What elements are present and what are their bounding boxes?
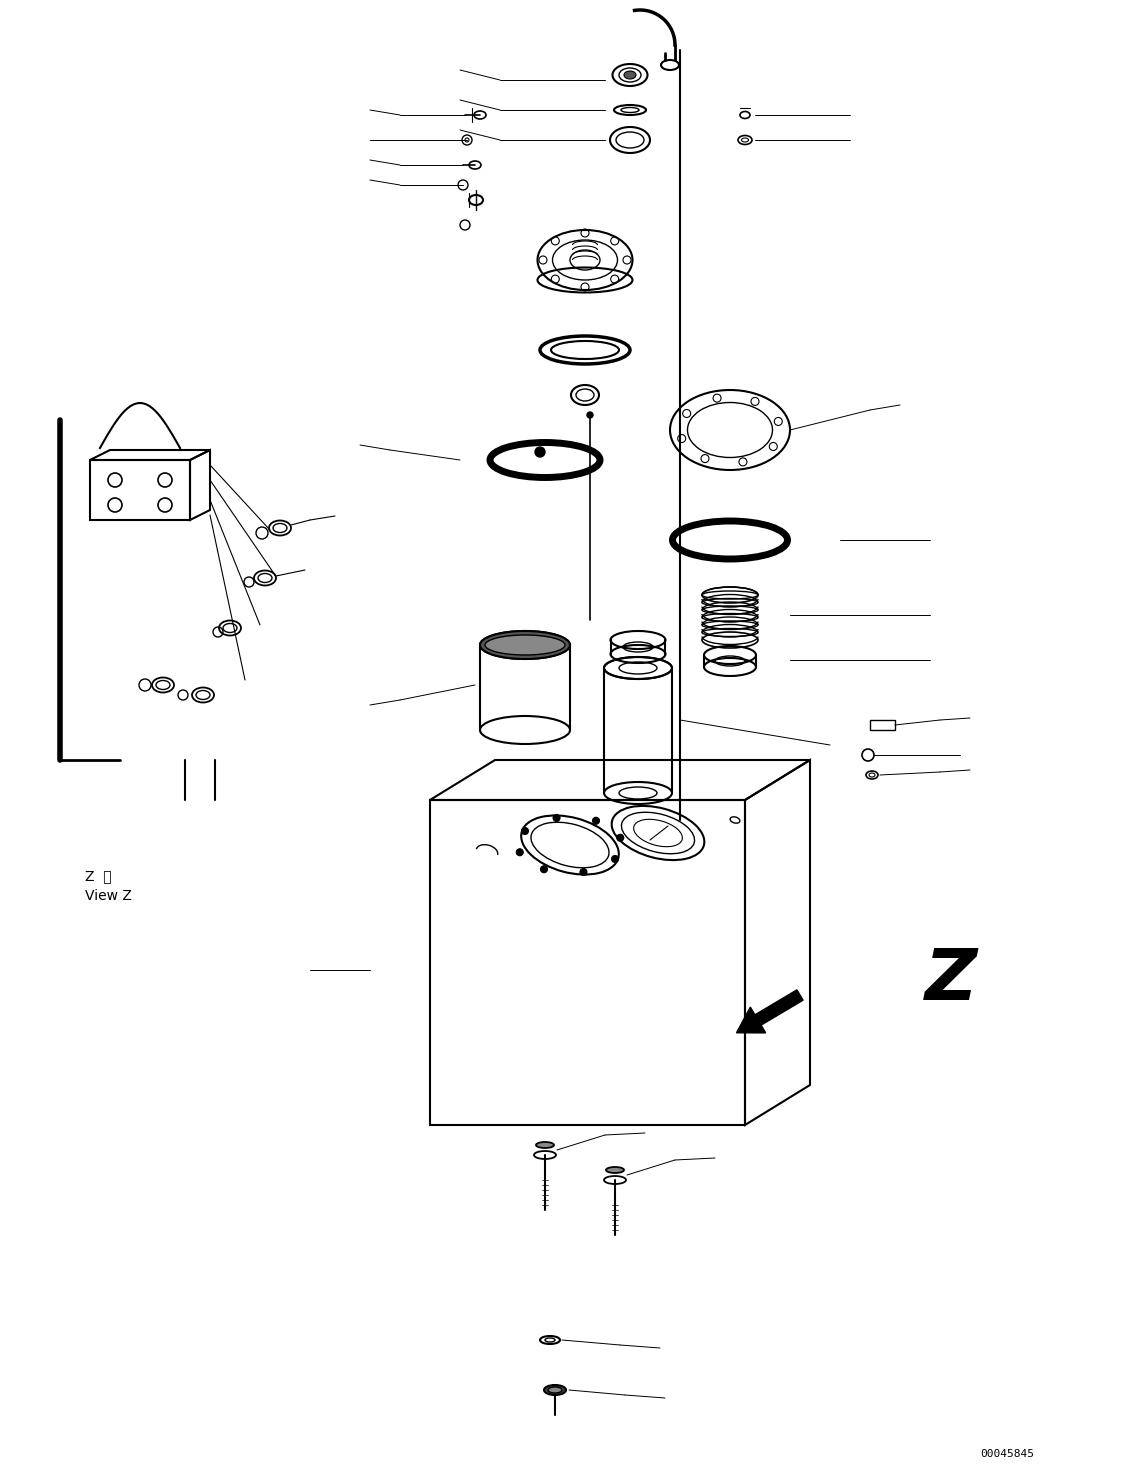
Ellipse shape (485, 636, 565, 655)
Circle shape (592, 817, 599, 825)
Text: Z  視: Z 視 (85, 869, 112, 884)
Ellipse shape (480, 631, 570, 659)
Circle shape (541, 866, 548, 873)
FancyArrow shape (737, 990, 803, 1032)
Circle shape (522, 827, 528, 835)
Ellipse shape (624, 71, 636, 80)
Text: View Z: View Z (85, 889, 132, 903)
Circle shape (580, 869, 587, 876)
Circle shape (516, 848, 523, 855)
Circle shape (587, 412, 593, 417)
Circle shape (612, 855, 618, 863)
Ellipse shape (536, 1142, 554, 1148)
Text: 00045845: 00045845 (980, 1448, 1034, 1459)
Circle shape (535, 447, 544, 457)
Ellipse shape (548, 1386, 562, 1392)
Ellipse shape (606, 1167, 624, 1173)
Circle shape (616, 835, 624, 841)
Ellipse shape (544, 1385, 566, 1395)
Circle shape (554, 814, 560, 822)
Text: Z: Z (925, 945, 977, 1015)
